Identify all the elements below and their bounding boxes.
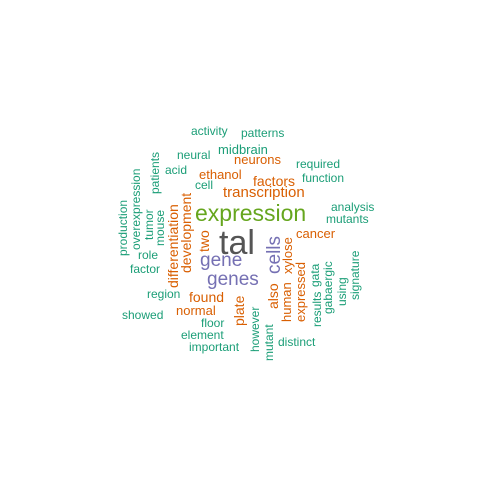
word-normal: normal: [176, 303, 216, 318]
word-mouse: mouse: [153, 209, 167, 246]
word-expressed: expressed: [293, 262, 308, 322]
word-acid: acid: [165, 163, 188, 177]
word-gabaergic: gabaergic: [321, 261, 335, 314]
word-signature: signature: [348, 250, 362, 300]
word-overexpression: overexpression: [129, 168, 143, 250]
word-showed: showed: [122, 308, 164, 322]
word-factor: factor: [130, 262, 161, 276]
word-development: development: [178, 192, 194, 273]
word-distinct: distinct: [278, 335, 316, 349]
word-mutants: mutants: [326, 212, 369, 226]
word-found: found: [189, 289, 225, 305]
word-however: however: [248, 306, 262, 352]
word-activity: activity: [191, 124, 228, 138]
word-patterns: patterns: [241, 126, 285, 140]
word-neurons: neurons: [234, 152, 281, 167]
word-element: element: [181, 328, 224, 342]
word-two: two: [196, 230, 212, 252]
word-patients: patients: [148, 151, 162, 194]
word-cell: cell: [195, 178, 214, 192]
word-also: also: [265, 283, 281, 309]
word-using: using: [335, 277, 349, 306]
word-floor: floor: [201, 316, 225, 330]
word-human: human: [279, 282, 294, 322]
word-production: production: [116, 199, 130, 256]
word-cancer: cancer: [296, 226, 336, 241]
word-midbrain: midbrain: [218, 142, 268, 157]
word-factors: factors: [253, 173, 296, 189]
word-genes: genes: [207, 269, 259, 290]
word-transcription: transcription: [223, 184, 305, 201]
word-ethanol: ethanol: [199, 167, 242, 182]
word-gene: gene: [200, 250, 243, 271]
word-gata: gata: [308, 263, 322, 287]
word-differentiation: differentiation: [165, 204, 181, 288]
word-analysis: analysis: [331, 200, 375, 214]
word-important: important: [189, 340, 240, 354]
word-plate: plate: [231, 295, 247, 326]
word-mutant: mutant: [262, 324, 276, 361]
word-role: role: [138, 248, 159, 262]
word-tal: tal: [219, 224, 255, 262]
word-neural: neural: [177, 148, 211, 162]
word-expression: expression: [195, 200, 307, 226]
word-region: region: [147, 287, 181, 301]
word-function: function: [302, 171, 345, 185]
word-required: required: [296, 157, 341, 171]
